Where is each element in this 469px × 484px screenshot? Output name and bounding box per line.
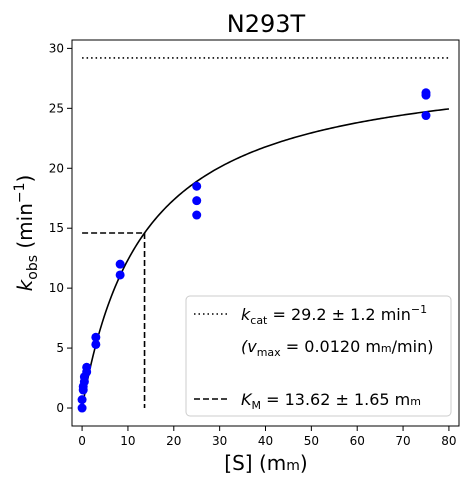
x-tick-label: 70 <box>395 434 410 448</box>
x-tick-label: 10 <box>120 434 135 448</box>
x-axis-label: [S] (mm) <box>224 451 307 475</box>
legend-vmax-entry: (vmax = 0.0120 mm/min) <box>241 337 433 359</box>
data-point <box>91 339 101 349</box>
data-point <box>421 88 431 98</box>
x-tick-label: 0 <box>78 434 86 448</box>
y-tick-label: 30 <box>49 41 64 55</box>
legend-kcat-entry: kcat = 29.2 ± 1.2 min−1 <box>241 303 427 327</box>
y-tick-label: 10 <box>49 281 64 295</box>
y-tick-label: 25 <box>49 101 64 115</box>
x-axis-ticks: 0 10 20 30 40 50 60 70 80 <box>78 426 457 448</box>
x-tick-label: 30 <box>212 434 227 448</box>
data-point <box>421 111 431 121</box>
data-point <box>192 210 202 220</box>
legend: kcat = 29.2 ± 1.2 min−1 (vmax = 0.0120 m… <box>185 295 452 417</box>
data-points <box>77 88 431 413</box>
y-axis-label: kobs (min−1) <box>12 175 41 292</box>
data-point <box>82 362 92 372</box>
data-point <box>91 332 101 342</box>
michaelis-menten-fit-curve <box>81 108 450 409</box>
data-point <box>77 403 87 413</box>
data-point <box>192 196 202 206</box>
x-tick-label: 50 <box>304 434 319 448</box>
data-point <box>115 259 125 269</box>
legend-km-entry: KM = 13.62 ± 1.65 mm <box>241 390 421 412</box>
x-tick-label: 20 <box>166 434 181 448</box>
y-tick-label: 0 <box>56 401 64 415</box>
legend-box <box>185 295 452 417</box>
x-tick-label: 60 <box>350 434 365 448</box>
x-tick-label: 80 <box>441 434 456 448</box>
y-tick-label: 5 <box>56 341 64 355</box>
reference-lines <box>82 57 449 409</box>
x-tick-label: 40 <box>258 434 273 448</box>
data-point <box>77 395 87 405</box>
data-point <box>115 270 125 280</box>
data-point <box>192 181 202 191</box>
y-tick-label: 20 <box>49 161 64 175</box>
chart-title: N293T <box>227 10 306 38</box>
y-tick-label: 15 <box>49 221 64 235</box>
y-axis-ticks: 0 5 10 15 20 25 30 <box>49 41 72 415</box>
